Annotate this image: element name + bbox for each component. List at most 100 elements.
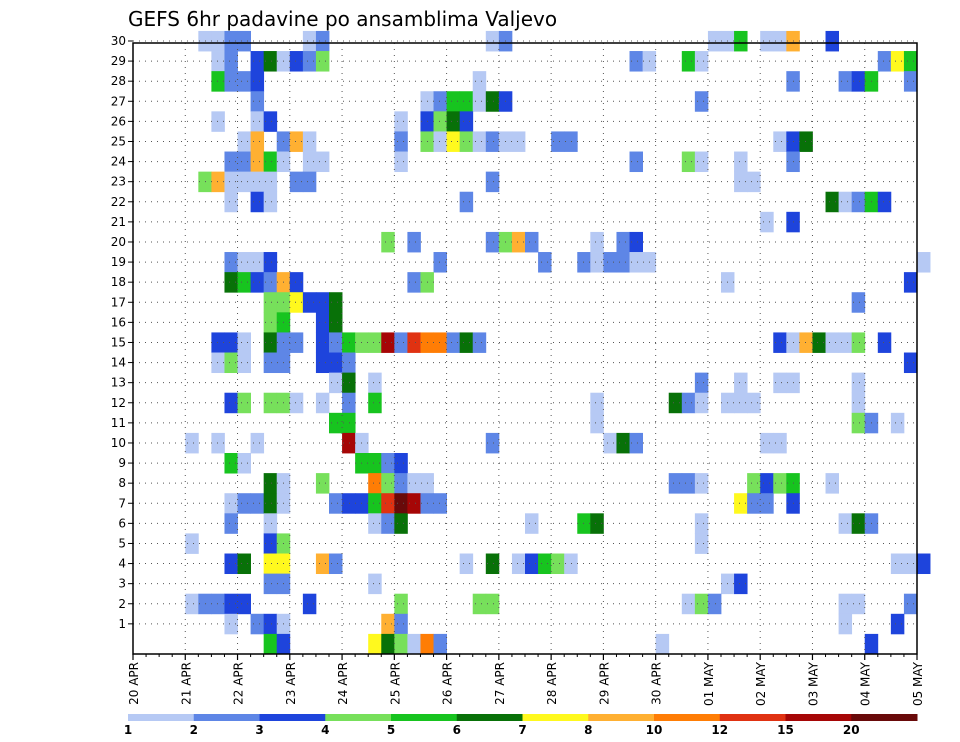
colorbar-swatch: [456, 714, 523, 721]
heatmap-cell: [903, 593, 918, 615]
heatmap-cell: [250, 91, 265, 112]
heatmap-cell: [707, 593, 722, 615]
heatmap-cell: [394, 111, 408, 132]
heatmap-cell: [263, 292, 278, 313]
heatmap-cell: [433, 252, 447, 273]
heatmap-cell: [877, 191, 892, 213]
heatmap-cell: [394, 513, 408, 534]
colorbar-swatch: [193, 714, 260, 721]
heatmap-cell: [250, 613, 265, 635]
heatmap-cell: [890, 412, 905, 434]
colorbar-swatch: [128, 714, 195, 721]
cells-layer: [185, 30, 931, 655]
y-tick-label: 24: [111, 155, 126, 169]
heatmap-cell: [302, 131, 317, 152]
heatmap-cell: [485, 131, 500, 152]
heatmap-cell: [315, 392, 330, 414]
heatmap-cell: [224, 392, 238, 414]
heatmap-cell: [734, 171, 748, 193]
heatmap-cell: [224, 30, 238, 52]
colorbar: 1 2 3 4 5 6 7 8 10 12 15 20: [124, 714, 918, 737]
heatmap-cell: [263, 332, 278, 353]
heatmap-cell: [681, 473, 696, 494]
heatmap-cell: [315, 292, 330, 313]
heatmap-cell: [224, 191, 238, 213]
heatmap-cell: [851, 71, 866, 92]
heatmap-cell: [485, 91, 500, 112]
heatmap-cell: [734, 372, 748, 394]
heatmap-cell: [394, 332, 408, 353]
heatmap-cell: [564, 131, 578, 152]
x-axis: 20 APR 21 APR 22 APR 23 APR 24 APR 25 APR 26 A…: [127, 654, 925, 706]
heatmap-cell: [315, 151, 330, 173]
heatmap-cell: [851, 292, 866, 313]
heatmap-cell: [237, 131, 251, 152]
heatmap-cell: [760, 493, 774, 514]
y-tick-label: 23: [111, 175, 126, 189]
heatmap-cell: [329, 332, 343, 353]
colorbar-label: 3: [255, 723, 263, 737]
heatmap-cell: [302, 292, 317, 313]
heatmap-cell: [629, 51, 643, 72]
heatmap-cell: [851, 191, 866, 213]
heatmap-cell: [890, 613, 905, 635]
colorbar-label: 5: [387, 723, 395, 737]
colorbar-label: 20: [843, 723, 860, 737]
y-tick-label: 14: [111, 356, 126, 370]
heatmap-cell: [211, 352, 225, 374]
heatmap-cell: [394, 453, 408, 474]
x-tick-label: 03 MAY: [806, 661, 820, 706]
heatmap-cell: [368, 513, 382, 534]
heatmap-cell: [224, 171, 238, 193]
heatmap-cell: [877, 332, 892, 353]
heatmap-cell: [237, 332, 251, 353]
heatmap-cell: [263, 252, 278, 273]
heatmap-cell: [694, 513, 709, 534]
heatmap-cell: [747, 493, 761, 514]
heatmap-cell: [250, 71, 265, 92]
y-axis: 1234567891011121314151617181920212223242…: [111, 34, 133, 631]
heatmap-cell: [747, 473, 761, 494]
heatmap-cell: [394, 131, 408, 152]
heatmap-cell: [838, 332, 853, 353]
y-tick-label: 17: [111, 295, 126, 309]
y-tick-label: 10: [111, 436, 126, 450]
heatmap-cell: [394, 613, 408, 635]
heatmap-cell: [224, 453, 238, 474]
heatmap-cell: [250, 272, 265, 293]
heatmap-cell: [590, 412, 604, 434]
heatmap-cell: [851, 332, 866, 353]
heatmap-cell: [472, 91, 487, 112]
heatmap-cell: [459, 553, 474, 575]
colorbar-label: 15: [777, 723, 794, 737]
heatmap-cell: [224, 332, 238, 353]
heatmap-cell: [838, 71, 853, 92]
heatmap-cell: [381, 613, 395, 635]
heatmap-cell: [459, 332, 474, 353]
heatmap-cell: [877, 51, 892, 72]
heatmap-cell: [825, 30, 839, 52]
heatmap-cell: [263, 272, 278, 293]
heatmap-cell: [773, 332, 787, 353]
heatmap-cell: [342, 493, 356, 514]
heatmap-cell: [694, 91, 709, 112]
y-tick-label: 29: [111, 54, 126, 68]
chart-title: GEFS 6hr padavine po ansamblima Valjevo: [128, 7, 557, 31]
heatmap-cell: [263, 553, 278, 575]
heatmap-cell: [851, 593, 866, 615]
heatmap-cell: [237, 392, 251, 414]
heatmap-cell: [551, 553, 565, 575]
heatmap-cell: [329, 352, 343, 374]
heatmap-cell: [851, 392, 866, 414]
heatmap-cell: [368, 473, 382, 494]
heatmap-cell: [707, 30, 722, 52]
heatmap-cell: [302, 151, 317, 173]
heatmap-cell: [838, 513, 853, 534]
heatmap-cell: [237, 493, 251, 514]
y-tick-label: 26: [111, 114, 126, 128]
heatmap-cell: [342, 352, 356, 374]
heatmap-cell: [368, 633, 382, 655]
colorbar-swatch: [785, 714, 852, 721]
heatmap-cell: [276, 633, 291, 655]
